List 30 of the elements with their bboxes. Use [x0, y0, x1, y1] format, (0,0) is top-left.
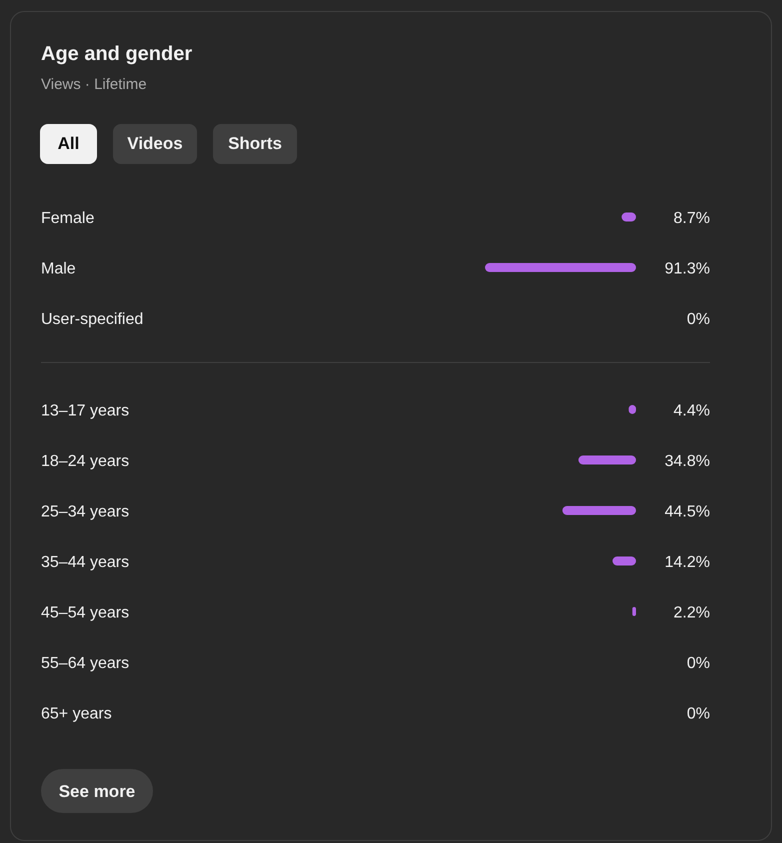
data-label: 44.5%: [664, 504, 710, 520]
bar: [612, 556, 636, 566]
data-label: 8.7%: [674, 210, 710, 227]
bar: [578, 456, 636, 464]
text: All: [58, 134, 80, 153]
data-label: 4.4%: [674, 402, 710, 420]
y-tick-label: 35–44 years: [41, 554, 130, 571]
y-tick-label: 65+ years: [41, 706, 112, 722]
text: Shorts: [228, 134, 282, 153]
y-tick-label: 25–34 years: [41, 504, 130, 520]
data-label: 2.2%: [674, 604, 710, 622]
data-label: 14.2%: [664, 554, 710, 571]
data-label: 0%: [686, 706, 710, 722]
y-tick-label: User-specified: [41, 311, 144, 328]
bar: [632, 607, 636, 616]
y-tick-label: 45–54 years: [41, 604, 130, 622]
text: Views · Lifetime: [41, 76, 147, 93]
y-tick-label: Male: [41, 260, 76, 278]
text: Age and gender: [41, 43, 192, 65]
data-label: 0%: [686, 311, 710, 328]
data-label: 91.3%: [664, 260, 710, 278]
y-tick-label: Female: [41, 210, 94, 227]
y-tick-label: 13–17 years: [41, 402, 130, 420]
y-tick-label: 18–24 years: [41, 453, 130, 470]
y-tick-label: 55–64 years: [41, 655, 130, 672]
text: Videos: [127, 134, 183, 153]
data-label: 0%: [686, 655, 710, 672]
text: See more: [58, 782, 136, 801]
data-label: 34.8%: [664, 453, 710, 470]
bar: [562, 506, 636, 515]
